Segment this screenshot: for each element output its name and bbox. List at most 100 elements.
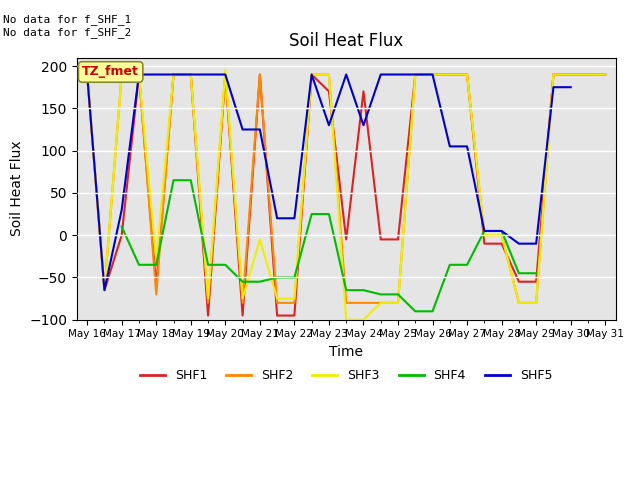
SHF1 — [100, 288, 108, 293]
SHF1 — [273, 312, 281, 318]
SHF1 — [532, 279, 540, 285]
SHF3 — [429, 72, 436, 77]
Title: Soil Heat Flux: Soil Heat Flux — [289, 33, 403, 50]
SHF3 — [221, 67, 229, 73]
SHF2 — [446, 72, 454, 77]
SHF2 — [377, 300, 385, 306]
SHF4 — [412, 309, 419, 314]
SHF1 — [377, 237, 385, 242]
SHF5 — [204, 72, 212, 77]
SHF1 — [498, 241, 506, 247]
SHF5 — [256, 127, 264, 132]
SHF5 — [394, 72, 402, 77]
SHF5 — [152, 72, 160, 77]
SHF4 — [463, 262, 471, 268]
SHF2 — [291, 300, 298, 306]
SHF4 — [446, 262, 454, 268]
SHF2 — [394, 300, 402, 306]
SHF1 — [394, 237, 402, 242]
SHF3 — [308, 72, 316, 77]
SHF4 — [118, 224, 125, 229]
SHF3 — [602, 72, 609, 77]
SHF2 — [308, 72, 316, 77]
SHF5 — [481, 228, 488, 234]
SHF3 — [584, 72, 592, 77]
SHF3 — [394, 300, 402, 306]
SHF5 — [360, 122, 367, 128]
X-axis label: Time: Time — [329, 345, 364, 359]
SHF2 — [412, 72, 419, 77]
SHF2 — [602, 72, 609, 77]
SHF5 — [550, 84, 557, 90]
SHF5 — [308, 72, 316, 77]
Line: SHF4: SHF4 — [122, 180, 536, 312]
SHF1 — [429, 72, 436, 77]
Legend: SHF1, SHF2, SHF3, SHF4, SHF5: SHF1, SHF2, SHF3, SHF4, SHF5 — [135, 364, 557, 387]
SHF2 — [152, 291, 160, 297]
SHF4 — [152, 262, 160, 268]
SHF1 — [308, 72, 316, 77]
SHF2 — [360, 300, 367, 306]
SHF2 — [584, 72, 592, 77]
SHF5 — [291, 216, 298, 221]
Line: SHF5: SHF5 — [87, 74, 571, 290]
SHF1 — [187, 72, 195, 77]
SHF3 — [515, 300, 523, 306]
SHF1 — [291, 312, 298, 318]
SHF2 — [567, 72, 575, 77]
SHF3 — [325, 72, 333, 77]
SHF3 — [239, 296, 246, 301]
SHF5 — [532, 241, 540, 247]
SHF1 — [239, 312, 246, 318]
SHF5 — [377, 72, 385, 77]
SHF2 — [481, 232, 488, 238]
SHF5 — [429, 72, 436, 77]
SHF2 — [100, 288, 108, 293]
SHF2 — [239, 300, 246, 306]
Line: SHF2: SHF2 — [87, 74, 605, 303]
SHF4 — [481, 228, 488, 234]
SHF5 — [170, 72, 177, 77]
SHF1 — [325, 88, 333, 94]
SHF3 — [567, 72, 575, 77]
SHF3 — [446, 72, 454, 77]
SHF5 — [567, 84, 575, 90]
SHF1 — [446, 72, 454, 77]
SHF1 — [221, 72, 229, 77]
SHF1 — [256, 72, 264, 77]
SHF3 — [135, 72, 143, 77]
SHF1 — [118, 232, 125, 238]
SHF4 — [135, 262, 143, 268]
SHF3 — [360, 317, 367, 323]
SHF2 — [273, 300, 281, 306]
Line: SHF1: SHF1 — [87, 74, 605, 315]
SHF3 — [377, 300, 385, 306]
SHF5 — [412, 72, 419, 77]
SHF2 — [325, 72, 333, 77]
SHF4 — [515, 270, 523, 276]
SHF2 — [187, 72, 195, 77]
SHF2 — [515, 300, 523, 306]
Text: No data for f_SHF_1
No data for f_SHF_2: No data for f_SHF_1 No data for f_SHF_2 — [3, 14, 131, 38]
SHF4 — [377, 291, 385, 297]
SHF4 — [221, 262, 229, 268]
SHF3 — [550, 72, 557, 77]
SHF1 — [567, 72, 575, 77]
SHF1 — [152, 283, 160, 289]
SHF3 — [100, 288, 108, 293]
SHF2 — [83, 72, 91, 77]
SHF4 — [273, 275, 281, 280]
SHF3 — [187, 72, 195, 77]
SHF4 — [498, 228, 506, 234]
SHF4 — [360, 288, 367, 293]
SHF4 — [239, 279, 246, 285]
SHF3 — [291, 296, 298, 301]
SHF5 — [342, 72, 350, 77]
SHF1 — [83, 72, 91, 77]
SHF1 — [342, 237, 350, 242]
SHF3 — [204, 296, 212, 301]
SHF3 — [481, 232, 488, 238]
SHF2 — [135, 72, 143, 77]
SHF4 — [308, 211, 316, 217]
SHF1 — [584, 72, 592, 77]
